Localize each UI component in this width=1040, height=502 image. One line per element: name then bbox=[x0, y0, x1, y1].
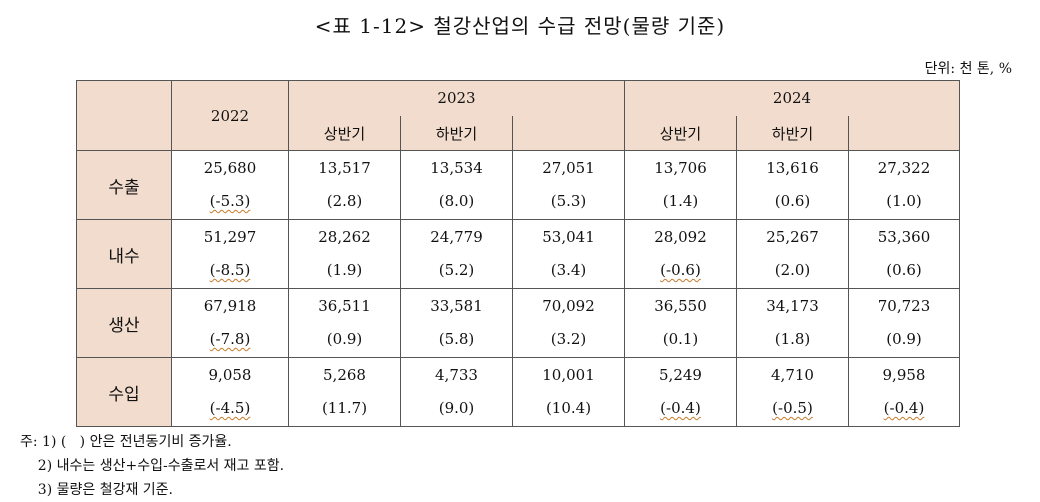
cell: 28,262 (1.9) bbox=[288, 219, 401, 289]
header-2023-h2: 하반기 bbox=[400, 115, 513, 151]
cell: 4,733 (9.0) bbox=[400, 357, 513, 427]
cell: 53,041 (3.4) bbox=[512, 219, 625, 289]
row-label: 수입 bbox=[76, 357, 172, 427]
table-row-production: 생산 67,918 (-7.8) 36,511 (0.9) 33,581 (5.8) … bbox=[76, 288, 960, 358]
cell: 9,058 (-4.5) bbox=[171, 357, 289, 427]
cell: 70,092 (3.2) bbox=[512, 288, 625, 358]
cell: 13,706 (1.4) bbox=[624, 150, 737, 220]
header-2024-total bbox=[848, 115, 960, 151]
unit-label: 단위: 천 톤, % bbox=[924, 61, 1012, 77]
header-2023-total bbox=[512, 115, 625, 151]
cell: 27,322 (1.0) bbox=[848, 150, 960, 220]
cell: 25,680 (-5.3) bbox=[171, 150, 289, 220]
table-row-domestic: 내수 51,297 (-8.5) 28,262 (1.9) 24,779 (5.2) … bbox=[76, 219, 960, 289]
footnote-3: 3) 물량은 철강재 기준. bbox=[20, 482, 174, 498]
row-label: 수출 bbox=[76, 150, 172, 220]
header-2023-h1: 상반기 bbox=[288, 115, 401, 151]
table-title: <표 1-12> 철강산업의 수급 전망(물량 기준) bbox=[314, 14, 726, 38]
cell: 24,779 (5.2) bbox=[400, 219, 513, 289]
header-2023: 2023 bbox=[288, 80, 625, 116]
cell: 13,534 (8.0) bbox=[400, 150, 513, 220]
cell: 5,249 (-0.4) bbox=[624, 357, 737, 427]
footnotes: 주: 1) ( ) 안은 전년동기비 증가율. 2) 내수는 생산+수입-수출로… bbox=[20, 430, 284, 502]
cell: 13,517 (2.8) bbox=[288, 150, 401, 220]
header-2024-h2: 하반기 bbox=[736, 115, 849, 151]
cell: 28,092 (-0.6) bbox=[624, 219, 737, 289]
cell: 27,051 (5.3) bbox=[512, 150, 625, 220]
table-row-import: 수입 9,058 (-4.5) 5,268 (11.7) 4,733 (9.0) 10… bbox=[76, 357, 960, 427]
header-2024-h1: 상반기 bbox=[624, 115, 737, 151]
row-label: 생산 bbox=[76, 288, 172, 358]
cell: 34,173 (1.8) bbox=[736, 288, 849, 358]
cell: 36,511 (0.9) bbox=[288, 288, 401, 358]
table-row-export: 수출 25,680 (-5.3) 13,517 (2.8) 13,534 (8.0) … bbox=[76, 150, 960, 220]
supply-demand-table: 2022 2023 2024 상반기 하반기 상반기 하반기 수출 25,680… bbox=[76, 80, 960, 427]
cell: 70,723 (0.9) bbox=[848, 288, 960, 358]
cell: 13,616 (0.6) bbox=[736, 150, 849, 220]
cell: 9,958 (-0.4) bbox=[848, 357, 960, 427]
cell: 25,267 (2.0) bbox=[736, 219, 849, 289]
cell: 33,581 (5.8) bbox=[400, 288, 513, 358]
cell: 51,297 (-8.5) bbox=[171, 219, 289, 289]
corner-cell bbox=[76, 80, 172, 151]
cell: 67,918 (-7.8) bbox=[171, 288, 289, 358]
cell: 4,710 (-0.5) bbox=[736, 357, 849, 427]
footnote-2: 2) 내수는 생산+수입-수출로서 재고 포함. bbox=[20, 458, 285, 474]
row-label: 내수 bbox=[76, 219, 172, 289]
cell: 36,550 (0.1) bbox=[624, 288, 737, 358]
cell: 53,360 (0.6) bbox=[848, 219, 960, 289]
cell: 10,001 (10.4) bbox=[512, 357, 625, 427]
header-2024: 2024 bbox=[624, 80, 960, 116]
footnote-1: 주: 1) ( ) 안은 전년동기비 증가율. bbox=[20, 434, 232, 450]
header-2022: 2022 bbox=[171, 80, 289, 151]
cell: 5,268 (11.7) bbox=[288, 357, 401, 427]
